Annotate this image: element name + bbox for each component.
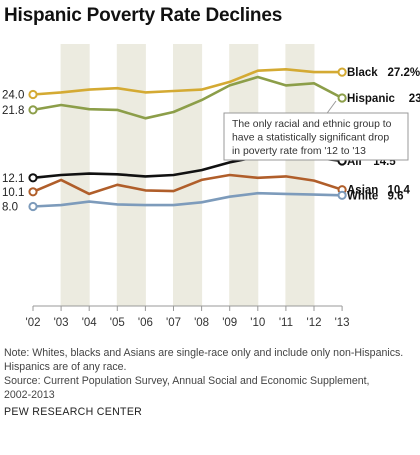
x-tick-label: '13 bbox=[335, 317, 350, 329]
series-name-hispanic: Hispanic bbox=[347, 93, 396, 105]
end-point-black bbox=[337, 67, 347, 77]
start-value-label: 24.0 bbox=[2, 90, 24, 102]
x-tick-label: '02 bbox=[26, 317, 41, 329]
series-value-asian: 10.4 bbox=[388, 185, 411, 197]
end-point-hispanic bbox=[337, 93, 347, 103]
start-value-label: 21.8 bbox=[2, 105, 24, 117]
pew-research-brand: PEW RESEARCH CENTER bbox=[4, 406, 143, 418]
start-value-label: 10.1 bbox=[2, 187, 24, 199]
start-point-white bbox=[28, 201, 38, 212]
note-line-1: Note: Whites, blacks and Asians are sing… bbox=[4, 347, 404, 359]
series-line-black bbox=[31, 68, 344, 96]
note-line-2: Hispanics are of any race. bbox=[4, 361, 127, 373]
start-point-hispanic bbox=[28, 105, 38, 115]
series-name-white: White bbox=[347, 190, 378, 202]
series-value-black: 27.2% bbox=[388, 67, 420, 79]
series-value-white: 9.6 bbox=[388, 190, 404, 202]
source-line-2: 2002-2013 bbox=[4, 389, 55, 401]
x-tick-label: '12 bbox=[307, 317, 322, 329]
x-tick-label: '11 bbox=[279, 317, 293, 329]
annotation-box bbox=[223, 112, 409, 161]
x-tick-label: '09 bbox=[222, 317, 237, 329]
start-point-black bbox=[28, 89, 38, 100]
year-band-11 bbox=[285, 44, 315, 306]
chart-note: Note: Whites, blacks and Asians are sing… bbox=[4, 346, 414, 402]
x-tick-label: '04 bbox=[82, 317, 98, 329]
poverty-rate-line-chart: '02 '03 '04 '05 '06 '07 '08 '09 '10 '11 '12 '13 24.0… bbox=[2, 44, 420, 329]
start-point-asian bbox=[28, 187, 38, 197]
series-name-black: Black bbox=[347, 67, 378, 79]
end-point-white bbox=[337, 190, 347, 200]
series-value-hispanic: 23.5 bbox=[409, 93, 420, 105]
start-value-label: 8.0 bbox=[2, 202, 18, 214]
x-tick-label: '06 bbox=[138, 317, 153, 329]
annotation-text-line: The only racial and ethnic group to bbox=[232, 119, 392, 130]
x-tick-label: '10 bbox=[250, 317, 265, 329]
x-tick-label: '07 bbox=[166, 317, 181, 329]
x-tick-label: '03 bbox=[54, 317, 69, 329]
annotation-text-line: in poverty rate from '12 to '13 bbox=[232, 146, 366, 157]
series-line-hispanic bbox=[31, 75, 344, 120]
start-point-all bbox=[28, 173, 38, 183]
x-tick-label: '08 bbox=[194, 317, 209, 329]
series-name-asian: Asian bbox=[347, 185, 378, 197]
annotation-text-line: have a statistically significant drop bbox=[232, 133, 389, 144]
series-line-white bbox=[31, 191, 344, 208]
start-value-label: 12.1 bbox=[2, 173, 24, 185]
chart-title: Hispanic Poverty Rate Declines bbox=[4, 5, 283, 26]
source-line-1: Source: Current Population Survey, Annua… bbox=[4, 375, 370, 387]
x-tick-label: '05 bbox=[110, 317, 125, 329]
series-line-asian bbox=[31, 173, 344, 196]
